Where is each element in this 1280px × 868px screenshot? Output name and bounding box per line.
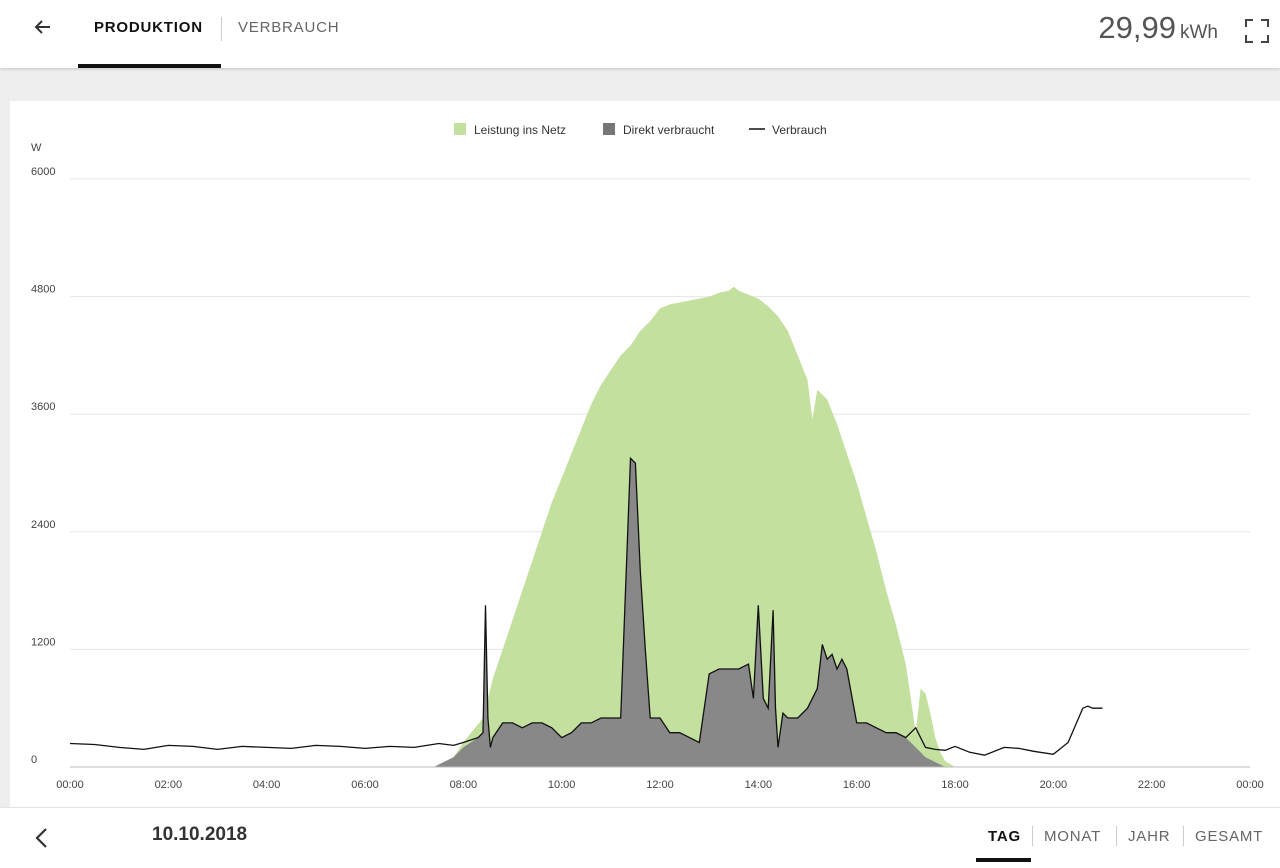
period-tab-monat[interactable]: MONAT [1044, 828, 1102, 845]
x-tick-label: 00:00 [56, 779, 84, 791]
y-axis-unit: W [31, 142, 42, 154]
series-direkt-verbraucht-area [433, 458, 955, 767]
period-tab-gesamt[interactable]: GESAMT [1195, 828, 1264, 845]
series-verbrauch-line [69, 456, 1103, 756]
legend-label-verbrauch: Verbrauch [772, 123, 827, 137]
series-leistung-ins-netz-area [433, 286, 955, 767]
top-bar: PRODUKTION VERBRAUCH 29,99 kWh [0, 0, 1280, 68]
y-tick-label: 1200 [31, 636, 55, 648]
period-tab-tag[interactable]: TAG [988, 828, 1021, 845]
chart-card: 0 1200 2400 3600 4800 6000 W 00:00 02:00 04:00 06:… [10, 101, 1280, 867]
y-tick-label: 6000 [31, 166, 55, 178]
x-tick-label: 04:00 [253, 779, 281, 791]
production-chart: 0 1200 2400 3600 4800 6000 W 00:00 02:00 04:00 06:… [31, 123, 1264, 791]
period-divider [1032, 826, 1033, 846]
current-date: 10.10.2018 [152, 824, 248, 845]
bottom-bar: 10.10.2018 TAG MONAT JAHR GESAMT [0, 807, 1280, 868]
period-tab-jahr[interactable]: JAHR [1128, 828, 1171, 845]
y-tick-label: 4800 [31, 284, 55, 296]
y-tick-label: 0 [31, 754, 37, 766]
y-tick-label: 2400 [31, 519, 55, 531]
x-tick-label: 14:00 [745, 779, 773, 791]
x-tick-label: 08:00 [450, 779, 478, 791]
tab-produktion[interactable]: PRODUKTION [94, 19, 203, 36]
y-tick-label: 3600 [31, 401, 55, 413]
total-energy-unit: kWh [1180, 22, 1218, 43]
x-tick-label: 12:00 [646, 779, 674, 791]
total-energy: 29,99 kWh [1098, 10, 1218, 46]
x-tick-label: 16:00 [843, 779, 871, 791]
fullscreen-icon[interactable] [1244, 18, 1270, 44]
x-tick-label: 06:00 [351, 779, 379, 791]
legend-label-direkt-verbraucht: Direkt verbraucht [623, 123, 715, 137]
x-tick-label: 22:00 [1138, 779, 1166, 791]
tab-divider [221, 17, 222, 41]
legend-label-leistung-ins-netz: Leistung ins Netz [474, 123, 566, 137]
period-divider [1183, 826, 1184, 846]
legend-swatch-leistung-ins-netz [454, 123, 466, 135]
x-tick-label: 02:00 [155, 779, 183, 791]
legend-swatch-direkt-verbraucht [603, 123, 615, 135]
x-tick-label: 00:00 [1236, 779, 1264, 791]
period-divider [1116, 826, 1117, 846]
x-tick-label: 10:00 [548, 779, 576, 791]
active-period-indicator [976, 858, 1031, 862]
x-tick-label: 20:00 [1040, 779, 1068, 791]
active-tab-indicator [78, 64, 221, 68]
total-energy-value: 29,99 [1098, 10, 1176, 45]
tab-verbrauch[interactable]: VERBRAUCH [238, 19, 340, 36]
arrow-left-icon[interactable] [30, 14, 56, 40]
chevron-left-icon[interactable] [32, 826, 52, 850]
x-tick-label: 18:00 [941, 779, 969, 791]
